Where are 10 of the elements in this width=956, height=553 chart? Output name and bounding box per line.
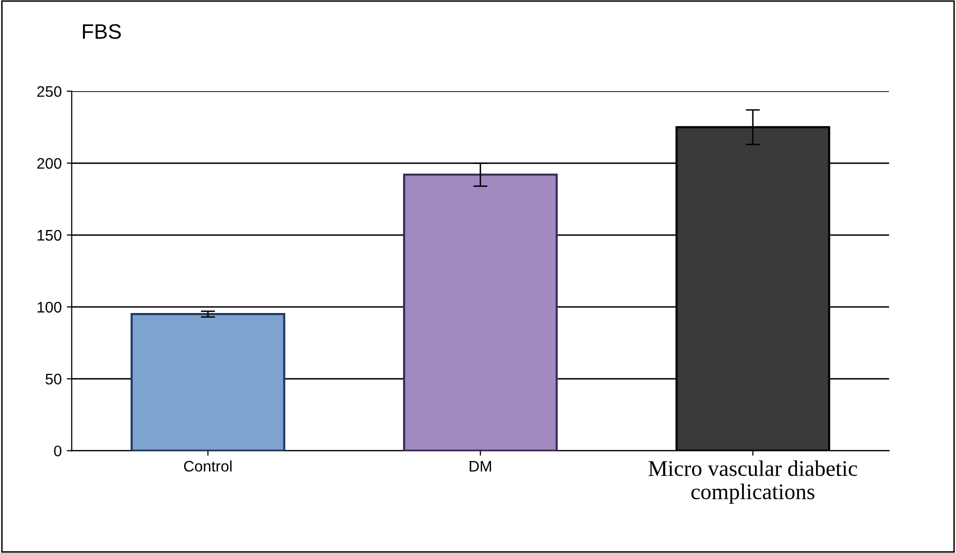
y-tick-label: 0 <box>54 446 62 456</box>
x-tick-label: Control <box>184 460 232 472</box>
x-tick-label: DM <box>470 460 492 472</box>
chart-title: FBS <box>82 24 121 39</box>
x-tick-label: Micro vascular diabetic complications <box>648 460 858 504</box>
y-tick-label: 150 <box>38 230 62 241</box>
y-tick-label: 100 <box>38 302 62 313</box>
y-tick-label: 250 <box>37 86 62 97</box>
y-tick-label: 200 <box>37 158 62 169</box>
y-tick-label: 50 <box>46 374 62 384</box>
